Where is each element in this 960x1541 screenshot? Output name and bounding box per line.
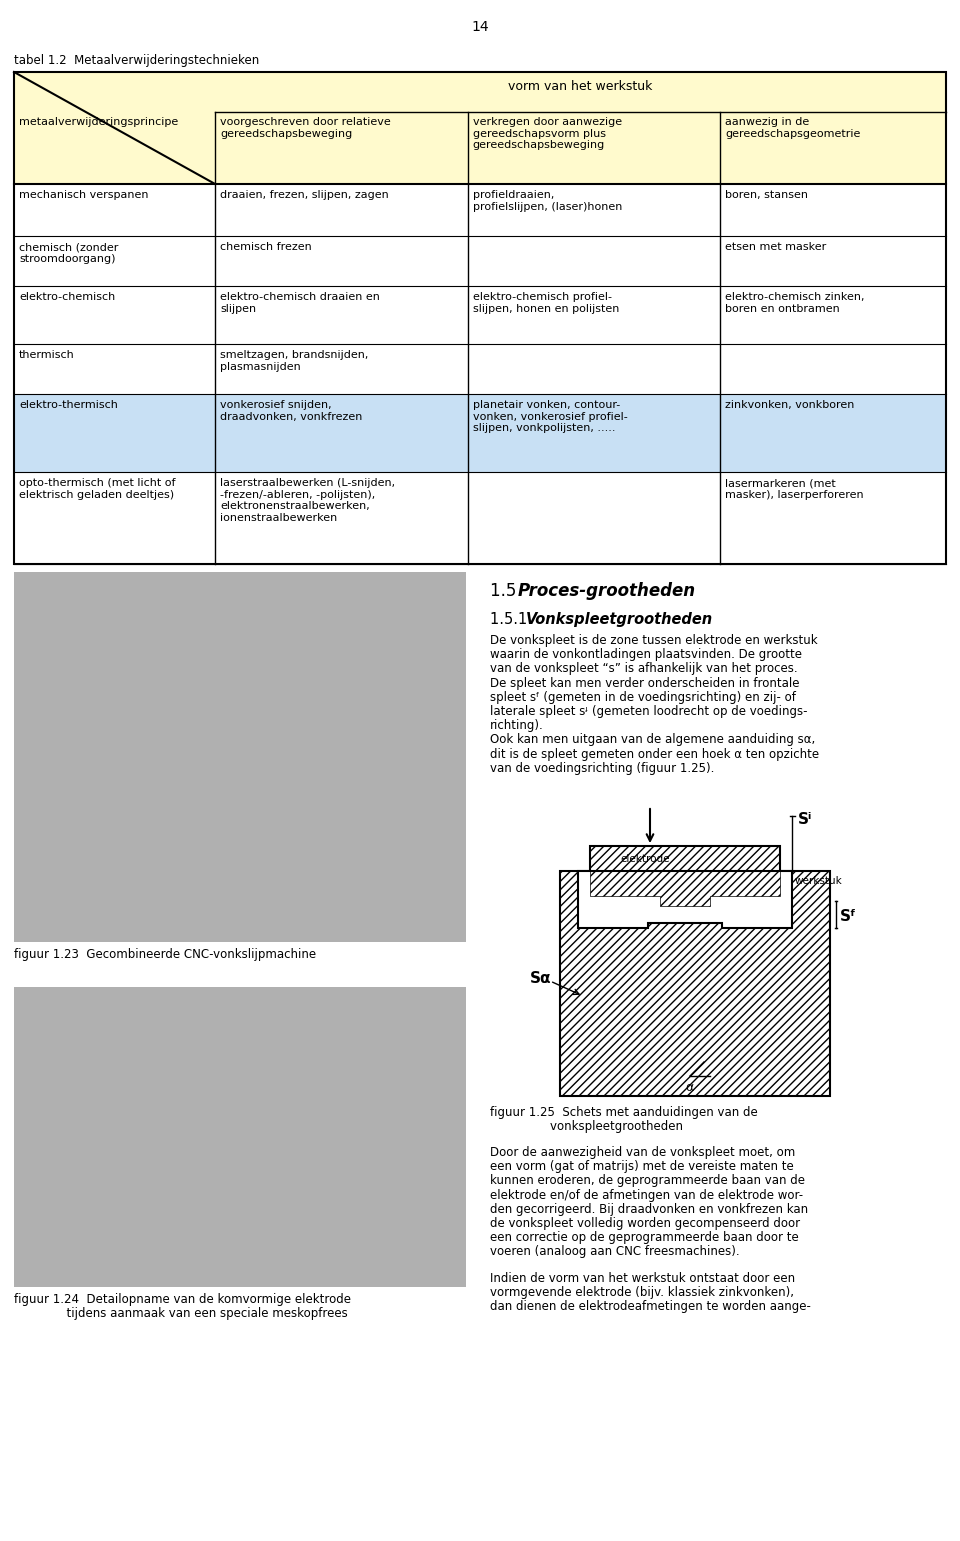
Text: Sα: Sα	[530, 971, 551, 986]
Text: aanwezig in de
gereedschapsgeometrie: aanwezig in de gereedschapsgeometrie	[726, 117, 861, 139]
Bar	[14, 394, 946, 472]
Text: lasermarkeren (met
masker), laserperforeren: lasermarkeren (met masker), laserperfore…	[726, 478, 864, 499]
Text: elektrode en/of de afmetingen van de elektrode wor-: elektrode en/of de afmetingen van de ele…	[490, 1188, 804, 1202]
Text: elektrode: elektrode	[620, 854, 669, 865]
Text: elektro-thermisch: elektro-thermisch	[19, 401, 118, 410]
Polygon shape	[560, 871, 830, 1096]
Text: chemisch frezen: chemisch frezen	[220, 242, 312, 253]
Text: Vonkspleetgrootheden: Vonkspleetgrootheden	[526, 612, 713, 627]
Text: Ook kan men uitgaan van de algemene aanduiding sα,: Ook kan men uitgaan van de algemene aand…	[490, 734, 815, 746]
Text: werkstuk: werkstuk	[795, 875, 843, 886]
Text: van de voedingsrichting (figuur 1.25).: van de voedingsrichting (figuur 1.25).	[490, 761, 714, 775]
Text: vormgevende elektrode (bijv. klassiek zinkvonken),: vormgevende elektrode (bijv. klassiek zi…	[490, 1285, 794, 1299]
Text: de vonkspleet volledig worden gecompenseerd door: de vonkspleet volledig worden gecompense…	[490, 1217, 800, 1230]
Text: Door de aanwezigheid van de vonkspleet moet, om: Door de aanwezigheid van de vonkspleet m…	[490, 1147, 795, 1159]
Text: Proces-grootheden: Proces-grootheden	[518, 582, 696, 599]
Polygon shape	[578, 871, 792, 928]
Text: dit is de spleet gemeten onder een hoek α ten opzichte: dit is de spleet gemeten onder een hoek …	[490, 747, 819, 761]
Text: draaien, frezen, slijpen, zagen: draaien, frezen, slijpen, zagen	[220, 190, 389, 200]
Text: een correctie op de geprogrammeerde baan door te: een correctie op de geprogrammeerde baan…	[490, 1231, 799, 1244]
Text: richting).: richting).	[490, 720, 543, 732]
Text: profieldraaien,
profielslijpen, (laser)honen: profieldraaien, profielslijpen, (laser)h…	[472, 190, 622, 211]
Text: opto-thermisch (met licht of
elektrisch geladen deeltjes): opto-thermisch (met licht of elektrisch …	[19, 478, 176, 499]
Text: mechanisch verspanen: mechanisch verspanen	[19, 190, 149, 200]
Text: vorm van het werkstuk: vorm van het werkstuk	[509, 80, 653, 92]
Text: smeltzagen, brandsnijden,
plasmasnijden: smeltzagen, brandsnijden, plasmasnijden	[220, 350, 369, 371]
Text: figuur 1.25  Schets met aanduidingen van de: figuur 1.25 Schets met aanduidingen van …	[490, 1106, 757, 1119]
Text: 1.5.1: 1.5.1	[490, 612, 537, 627]
Text: zinkvonken, vonkboren: zinkvonken, vonkboren	[726, 401, 854, 410]
Text: laterale spleet sᶡ (gemeten loodrecht op de voedings-: laterale spleet sᶡ (gemeten loodrecht op…	[490, 704, 807, 718]
Bar	[14, 572, 466, 942]
Text: planetair vonken, contour-
vonken, vonkerosief profiel-
slijpen, vonkpolijsten, : planetair vonken, contour- vonken, vonke…	[472, 401, 628, 433]
Text: Indien de vorm van het werkstuk ontstaat door een: Indien de vorm van het werkstuk ontstaat…	[490, 1271, 795, 1285]
Text: thermisch: thermisch	[19, 350, 75, 361]
Text: elektro-chemisch draaien en
slijpen: elektro-chemisch draaien en slijpen	[220, 291, 380, 314]
Text: elektro-chemisch zinken,
boren en ontbramen: elektro-chemisch zinken, boren en ontbra…	[726, 291, 865, 314]
Text: tijdens aanmaak van een speciale meskopfrees: tijdens aanmaak van een speciale meskopf…	[14, 1307, 348, 1321]
Text: 1.5: 1.5	[490, 582, 527, 599]
Text: dan dienen de elektrodeafmetingen te worden aange-: dan dienen de elektrodeafmetingen te wor…	[490, 1301, 811, 1313]
Text: tabel 1.2  Metaalverwijderingstechnieken: tabel 1.2 Metaalverwijderingstechnieken	[14, 54, 259, 66]
Text: 14: 14	[471, 20, 489, 34]
Text: kunnen eroderen, de geprogrammeerde baan van de: kunnen eroderen, de geprogrammeerde baan…	[490, 1174, 805, 1188]
Text: elektro-chemisch profiel-
slijpen, honen en polijsten: elektro-chemisch profiel- slijpen, honen…	[472, 291, 619, 314]
Text: chemisch (zonder
stroomdoorgang): chemisch (zonder stroomdoorgang)	[19, 242, 118, 264]
Bar	[14, 72, 946, 564]
Text: laserstraalbewerken (L-snijden,
-frezen/-ableren, -polijsten),
elektronenstraalb: laserstraalbewerken (L-snijden, -frezen/…	[220, 478, 396, 522]
Bar	[14, 72, 946, 183]
Polygon shape	[590, 846, 780, 906]
Text: De spleet kan men verder onderscheiden in frontale: De spleet kan men verder onderscheiden i…	[490, 676, 800, 690]
Text: verkregen door aanwezige
gereedschapsvorm plus
gereedschapsbeweging: verkregen door aanwezige gereedschapsvor…	[472, 117, 622, 149]
Text: De vonkspleet is de zone tussen elektrode en werkstuk: De vonkspleet is de zone tussen elektrod…	[490, 633, 818, 647]
Text: een vorm (gat of matrijs) met de vereiste maten te: een vorm (gat of matrijs) met de vereist…	[490, 1160, 794, 1173]
Text: Sᶠ: Sᶠ	[840, 909, 856, 923]
Text: voorgeschreven door relatieve
gereedschapsbeweging: voorgeschreven door relatieve gereedscha…	[220, 117, 391, 139]
Text: boren, stansen: boren, stansen	[726, 190, 808, 200]
Text: spleet sᶠ (gemeten in de voedingsrichting) en zij- of: spleet sᶠ (gemeten in de voedingsrichtin…	[490, 690, 796, 704]
Text: etsen met masker: etsen met masker	[726, 242, 827, 253]
Text: figuur 1.24  Detailopname van de komvormige elektrode: figuur 1.24 Detailopname van de komvormi…	[14, 1293, 351, 1307]
Text: waarin de vonkontladingen plaatsvinden. De grootte: waarin de vonkontladingen plaatsvinden. …	[490, 649, 802, 661]
Text: voeren (analoog aan CNC freesmachines).: voeren (analoog aan CNC freesmachines).	[490, 1245, 739, 1259]
Text: vonkspleetgrootheden: vonkspleetgrootheden	[490, 1120, 683, 1133]
Text: metaalverwijderingsprincipe: metaalverwijderingsprincipe	[19, 117, 179, 126]
Text: den gecorrigeerd. Bij draadvonken en vonkfrezen kan: den gecorrigeerd. Bij draadvonken en von…	[490, 1204, 808, 1216]
Text: vonkerosief snijden,
draadvonken, vonkfrezen: vonkerosief snijden, draadvonken, vonkfr…	[220, 401, 363, 422]
Text: figuur 1.23  Gecombineerde CNC-vonkslijpmachine: figuur 1.23 Gecombineerde CNC-vonkslijpm…	[14, 948, 316, 962]
Text: α: α	[685, 1080, 693, 1094]
Text: Sⁱ: Sⁱ	[798, 812, 812, 828]
Text: elektro-chemisch: elektro-chemisch	[19, 291, 115, 302]
Bar	[14, 986, 466, 1287]
Text: van de vonkspleet “s” is afhankelijk van het proces.: van de vonkspleet “s” is afhankelijk van…	[490, 663, 798, 675]
